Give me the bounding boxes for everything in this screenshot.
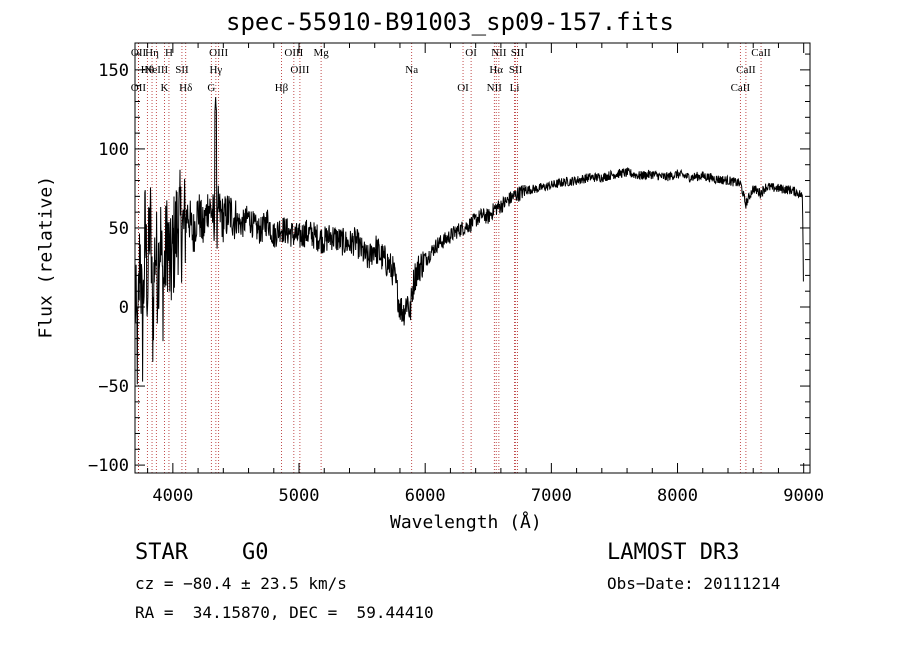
plot-frame xyxy=(134,42,811,474)
line-label: CaII xyxy=(736,64,756,76)
line-label: Li xyxy=(510,82,520,94)
line-label: Hη xyxy=(145,47,159,59)
line-label: Hθ xyxy=(141,64,154,76)
line-label: OII xyxy=(131,82,147,94)
y-axis-label: Flux (relative) xyxy=(35,175,57,339)
redshift-cz: cz = −80.4 ± 23.5 km/s xyxy=(135,574,347,593)
line-label: CaII xyxy=(731,82,751,94)
line-label: OI xyxy=(457,82,469,94)
line-label: Hγ xyxy=(209,64,222,76)
x-tick-label: 6000 xyxy=(405,486,446,506)
y-tick-label: −100 xyxy=(88,456,129,476)
line-label: Hδ xyxy=(179,82,192,94)
line-label: G xyxy=(207,82,215,94)
line-label: OII xyxy=(131,47,147,59)
observation-date: Obs−Date: 20111214 xyxy=(607,574,781,593)
line-label: CaII xyxy=(751,47,771,59)
line-label: Mg xyxy=(313,47,329,59)
line-label: SII xyxy=(175,64,189,76)
line-label: K xyxy=(161,82,169,94)
line-label: Hα xyxy=(489,64,503,76)
line-label: OI xyxy=(465,47,477,59)
line-label: SII xyxy=(509,64,523,76)
y-tick-label: 50 xyxy=(109,219,129,239)
y-tick-label: 0 xyxy=(119,298,129,318)
object-subclass: G0 xyxy=(242,540,269,565)
y-tick-label: 150 xyxy=(98,61,129,81)
line-label: NII xyxy=(491,47,507,59)
x-tick-label: 5000 xyxy=(279,486,320,506)
line-label: SII xyxy=(511,47,525,59)
line-label: Hβ xyxy=(275,82,289,94)
line-label: H xyxy=(165,47,173,59)
x-tick-label: 8000 xyxy=(657,486,698,506)
survey-name: LAMOST DR3 xyxy=(607,540,740,565)
line-label: NeIII xyxy=(144,64,168,76)
spectrum-line xyxy=(134,97,804,385)
y-tick-label: 100 xyxy=(98,140,129,160)
line-label: OIII xyxy=(290,64,309,76)
line-label: OIII xyxy=(284,47,303,59)
x-tick-label: 9000 xyxy=(783,486,824,506)
coordinates: RA = 34.15870, DEC = 59.44410 xyxy=(135,603,434,622)
line-label: Na xyxy=(405,64,418,76)
chart-title: spec-55910-B91003_sp09-157.fits xyxy=(226,8,674,36)
object-class: STAR xyxy=(135,540,188,565)
y-tick-label: −50 xyxy=(98,377,129,397)
line-label: OIII xyxy=(209,47,228,59)
x-tick-label: 7000 xyxy=(531,486,572,506)
line-label: NII xyxy=(487,82,503,94)
x-axis-label: Wavelength (Å) xyxy=(390,512,542,533)
x-tick-label: 4000 xyxy=(152,486,193,506)
